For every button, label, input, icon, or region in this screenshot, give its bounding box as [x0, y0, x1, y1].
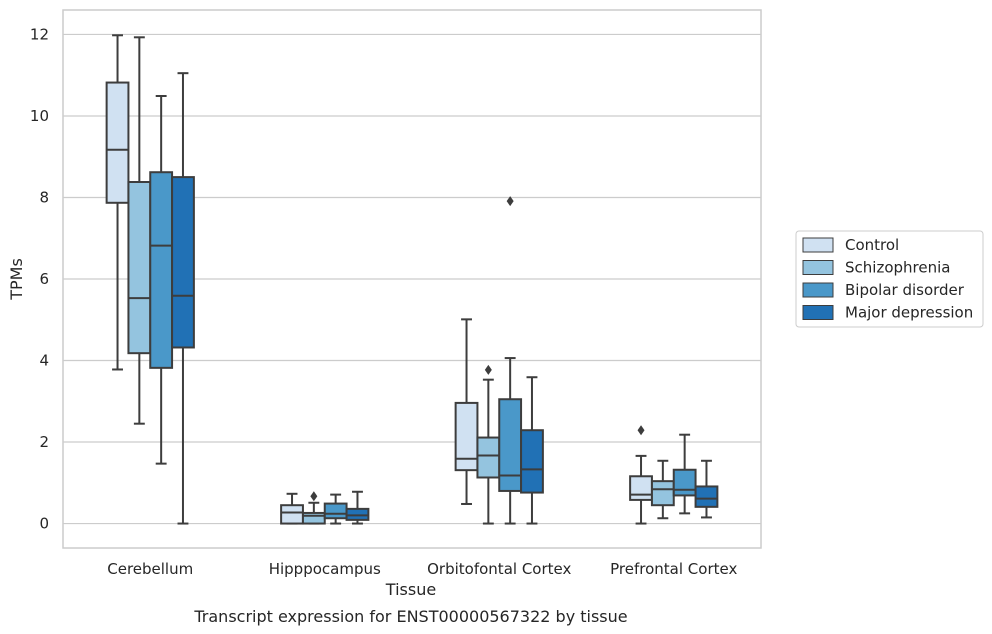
x-axis-label: Tissue	[385, 580, 436, 599]
legend-swatch	[802, 282, 834, 298]
box-iqr	[149, 171, 174, 369]
y-tick-label: 6	[39, 270, 49, 288]
legend: Control Schizophrenia Bipolar disorder Majo…	[795, 230, 984, 328]
legend-label: Bipolar disorder	[845, 281, 965, 299]
box-iqr	[105, 81, 130, 204]
box-iqr	[650, 480, 675, 507]
y-tick-label: 8	[39, 188, 49, 206]
box-group	[149, 94, 174, 465]
box-group	[105, 34, 130, 371]
box-group	[345, 490, 370, 525]
x-tick-labels: Cerebellum Hipppocampus Orbitofontal Corte…	[107, 560, 737, 578]
y-axis-label: TPMs	[7, 258, 26, 301]
box-iqr	[171, 176, 195, 349]
box-iqr	[498, 398, 523, 492]
box-iqr	[345, 507, 370, 521]
legend-swatch	[802, 260, 834, 275]
y-tick-label: 4	[39, 352, 49, 370]
x-tick-label: Hipppocampus	[269, 560, 381, 578]
box-iqr	[323, 502, 348, 520]
box-iqr	[301, 511, 326, 525]
y-tick-label: 2	[39, 433, 49, 451]
box-group	[520, 376, 544, 525]
legend-label: Schizophrenia	[845, 259, 950, 277]
box-group	[476, 364, 501, 525]
y-tick-label: 0	[39, 515, 49, 533]
y-tick-label: 12	[30, 25, 49, 43]
box-group	[280, 492, 304, 525]
box-group	[694, 459, 719, 519]
box-iqr	[520, 429, 544, 494]
box-group	[672, 433, 697, 515]
box-iqr	[629, 475, 653, 501]
box-group	[454, 318, 479, 505]
y-tick-labels: 0 2 4 6 8 10 12	[30, 25, 49, 532]
boxes	[105, 34, 719, 525]
outlier-point	[310, 491, 318, 502]
box-group	[323, 493, 348, 525]
x-tick-label: Orbitofontal Cortex	[427, 560, 571, 578]
plot-frame	[62, 9, 762, 549]
legend-label: Major depression	[845, 304, 973, 322]
box-iqr	[694, 485, 719, 508]
y-tick-label: 10	[30, 107, 49, 125]
box-group	[171, 72, 195, 525]
box-group	[127, 36, 152, 425]
outlier-point	[484, 364, 492, 375]
box-iqr	[280, 504, 304, 525]
outlier-point	[506, 196, 514, 207]
x-tick-label: Cerebellum	[107, 560, 193, 578]
legend-swatch	[802, 237, 834, 253]
chart-caption: Transcript expression for ENST0000056732…	[193, 607, 627, 626]
box-iqr	[454, 401, 479, 472]
box-iqr	[127, 180, 152, 355]
box-group	[301, 491, 326, 525]
box-iqr	[476, 436, 501, 479]
box-iqr	[672, 468, 697, 497]
box-group	[498, 196, 523, 525]
outlier-point	[637, 425, 645, 436]
legend-label: Control	[845, 236, 899, 254]
x-tick-label: Prefrontal Cortex	[610, 560, 737, 578]
legend-swatch	[802, 305, 834, 320]
box-group	[629, 425, 653, 525]
legend-frame	[795, 230, 984, 328]
box-group	[650, 459, 675, 520]
